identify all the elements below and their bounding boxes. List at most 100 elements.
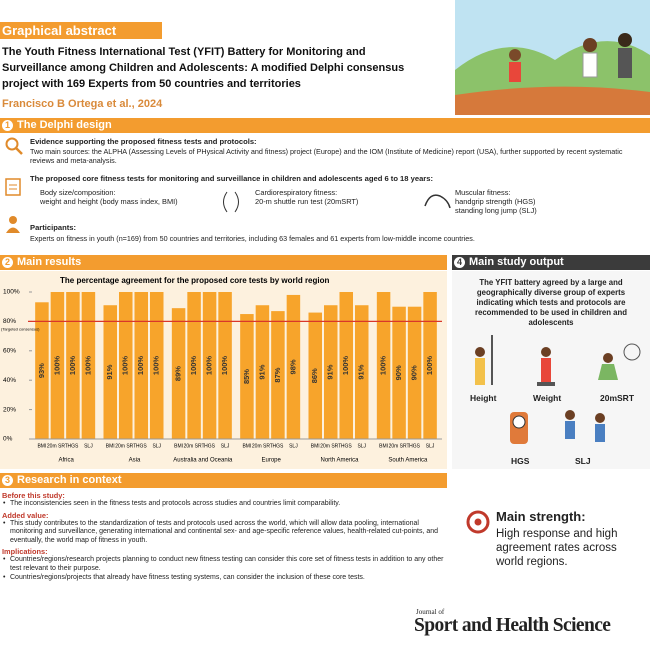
lungs-icon <box>223 191 239 213</box>
scale <box>537 382 555 386</box>
x-tick-label: BMI <box>379 443 388 449</box>
value-label: 90% <box>394 365 403 380</box>
context-bullet: Countries/regions/projects that already … <box>2 574 447 583</box>
bar <box>339 292 353 439</box>
x-tick-label: 20m SRT <box>115 443 136 449</box>
person-head <box>9 216 17 224</box>
output-icons <box>475 335 641 444</box>
bar <box>119 292 133 439</box>
srt-figure <box>598 343 641 380</box>
category-label: Asia <box>129 458 141 464</box>
test-name: Body size/composition: <box>40 188 116 197</box>
x-tick-label: BMI <box>37 443 46 449</box>
x-tick-label: HGS <box>67 443 79 449</box>
figure-body <box>598 364 618 380</box>
strength-text: High response and high agreement rates a… <box>496 528 618 568</box>
icon-label: Height <box>470 393 497 403</box>
x-tick-label: HGS <box>409 443 421 449</box>
section-number: 4 <box>454 257 465 268</box>
y-tick-label: 40% <box>3 377 16 384</box>
y-tick-label: 0% <box>3 436 13 443</box>
x-tick-label: SLJ <box>357 443 366 449</box>
participants-icon <box>6 216 20 233</box>
bar <box>407 306 422 439</box>
value-label: 100% <box>220 356 229 376</box>
value-label: 100% <box>52 356 61 376</box>
icon-label: Weight <box>533 393 562 403</box>
value-label: 91% <box>357 364 366 379</box>
speaker <box>623 343 641 361</box>
x-tick-label: 20m SRT <box>389 443 410 449</box>
evidence-text: Two main sources: the ALPHA (Assessing L… <box>30 147 623 165</box>
kid-body <box>509 62 521 82</box>
x-tick-label: SLJ <box>152 443 161 449</box>
journal-name: Sport and Health Science <box>414 615 611 636</box>
section-title: Main results <box>17 256 82 268</box>
target-icon <box>466 510 490 534</box>
test-detail: weight and height (body mass index, BMI) <box>40 197 178 206</box>
category-label: South America <box>388 458 428 464</box>
value-label: 98% <box>288 359 297 374</box>
figure-head <box>541 347 551 357</box>
x-tick-label: HGS <box>341 443 353 449</box>
weight-figure <box>537 347 555 386</box>
x-tick-label: SLJ <box>221 443 230 449</box>
test-name: Cardiorespiratory fitness: <box>255 188 338 197</box>
x-tick-label: 20m SRT <box>320 443 341 449</box>
figure-body <box>565 421 575 439</box>
tests-heading: The proposed core fitness tests for moni… <box>30 174 433 183</box>
value-label: 93% <box>37 363 46 378</box>
figure-head <box>565 410 575 420</box>
bar <box>376 292 391 439</box>
hgs-figure <box>510 412 528 444</box>
icon-label: 20mSRT <box>600 393 635 403</box>
adult-head <box>618 33 632 47</box>
board <box>5 178 21 196</box>
figure-head <box>595 413 605 423</box>
track <box>455 86 650 115</box>
muscle-icon <box>424 194 451 209</box>
value-label: 100% <box>341 356 350 376</box>
kid-head <box>583 38 597 52</box>
bar <box>423 292 437 439</box>
x-tick-label: 20m SRT <box>47 443 68 449</box>
figure-head <box>603 353 613 363</box>
bar <box>355 305 369 439</box>
bar <box>134 292 148 439</box>
adult-body <box>618 48 632 78</box>
bar <box>81 292 96 439</box>
target-ring <box>466 510 490 534</box>
value-label: 91% <box>105 364 114 379</box>
title-line: The Youth Fitness International Test (YF… <box>2 46 366 58</box>
value-label: 89% <box>174 366 183 381</box>
x-tick-label: BMI <box>106 443 115 449</box>
x-tick-label: HGS <box>272 443 284 449</box>
participants-text: Experts on fitness in youth (n=169) from… <box>30 234 475 243</box>
section-header: 2 Main results <box>0 255 447 270</box>
x-tick-label: BMI <box>311 443 320 449</box>
bar <box>103 305 117 439</box>
y-tick-label: 60% <box>3 348 16 355</box>
bar <box>35 302 49 439</box>
bar <box>308 312 322 439</box>
icon-label: HGS <box>511 456 530 466</box>
value-label: 100% <box>121 356 130 376</box>
test-item: Body size/composition: weight and height … <box>40 188 178 206</box>
x-tick-label: SLJ <box>289 443 298 449</box>
figure-head <box>475 347 485 357</box>
x-tick-label: 20m SRT <box>184 443 205 449</box>
context-bullet: Countries/regions/research projects plan… <box>2 556 447 573</box>
category-label: North America <box>320 458 359 464</box>
research-context: Before this study:The inconsistencies se… <box>2 489 447 582</box>
test-item: Muscular fitness: handgrip strength (HGS)… <box>455 188 537 215</box>
value-label: 86% <box>310 368 319 383</box>
reference-label: (Targeted consensus) <box>1 326 40 331</box>
x-tick-label: BMI <box>242 443 251 449</box>
bar <box>202 292 217 439</box>
y-tick-label: 100% <box>3 289 20 296</box>
x-tick-label: SLJ <box>84 443 93 449</box>
bar <box>286 294 301 439</box>
authors: Francisco B Ortega et al., 2024 <box>2 98 163 110</box>
section-number: 2 <box>2 257 13 268</box>
